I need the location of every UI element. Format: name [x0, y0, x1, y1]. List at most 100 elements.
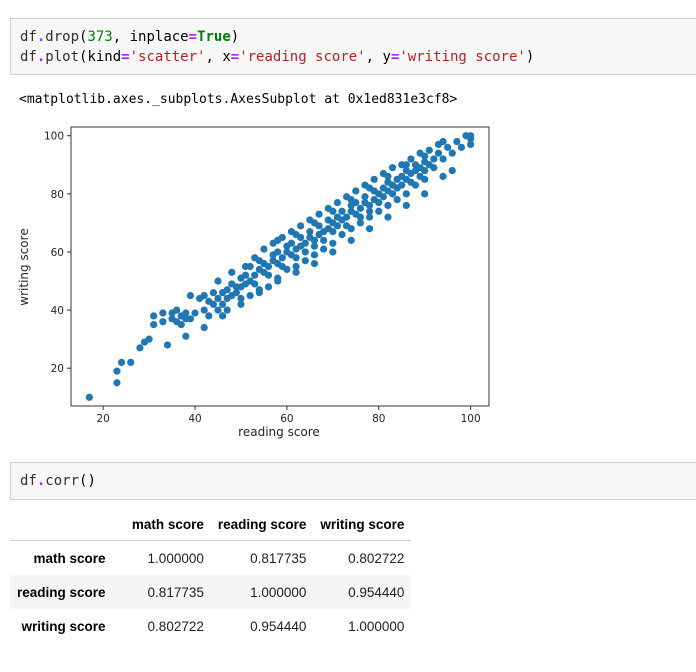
scatter-point — [329, 207, 337, 215]
scatter-point — [205, 312, 213, 320]
scatter-point — [113, 379, 121, 387]
scatter-point — [439, 172, 447, 181]
scatter-point — [182, 332, 190, 340]
table-row: writing score 0.802722 0.954440 1.000000 — [10, 609, 411, 643]
code-token: = — [230, 49, 240, 65]
table-cell: 1.000000 — [147, 550, 204, 566]
code-token: 'writing score' — [399, 49, 526, 65]
scatter-point — [439, 155, 447, 163]
scatter-point — [430, 164, 438, 172]
y-tick-label: 20 — [51, 363, 64, 375]
scatter-point — [329, 248, 337, 256]
code-token: ( — [79, 29, 88, 45]
table-header-row: math score reading score writing score — [10, 508, 412, 541]
scatter-point — [173, 306, 181, 314]
scatter-point — [251, 254, 259, 262]
scatter-point — [347, 196, 355, 204]
scatter-point — [292, 230, 300, 239]
correlation-table: math score reading score writing score m… — [10, 508, 412, 643]
scatter-point — [287, 239, 296, 247]
scatter-point — [448, 166, 456, 175]
scatter-point — [329, 239, 337, 247]
cell-output-text: <matplotlib.axes._subplots.AxesSubplot a… — [19, 92, 458, 107]
code-token: df — [20, 29, 37, 45]
scatter-point — [251, 280, 259, 288]
scatter-point — [292, 268, 300, 276]
code-token: True — [197, 29, 231, 45]
code-token: = — [188, 29, 198, 45]
code-token: ) — [525, 49, 535, 65]
scatter-point — [384, 201, 392, 210]
code-token: ) — [230, 29, 240, 45]
scatter-point — [320, 245, 328, 253]
y-tick-label: 100 — [44, 131, 64, 143]
scatter-point — [338, 230, 346, 239]
scatter-point — [306, 228, 314, 236]
scatter-point — [292, 254, 300, 262]
code-token: inplace — [129, 29, 189, 45]
scatter-point — [214, 294, 222, 303]
table-cell: 0.817735 — [147, 584, 204, 600]
row-label: reading score — [17, 584, 106, 600]
scatter-point — [214, 306, 222, 314]
scatter-point — [444, 143, 452, 151]
scatter-point — [379, 193, 387, 201]
scatter-point — [223, 286, 231, 294]
scatter-point — [393, 196, 401, 204]
code-cell-corr[interactable]: df.corr() — [10, 462, 696, 500]
scatter-point — [347, 236, 355, 244]
scatter-point — [421, 152, 429, 160]
scatter-point — [283, 265, 291, 274]
scatter-point — [329, 228, 337, 236]
code-token: , — [205, 49, 223, 65]
scatter-point — [209, 289, 217, 297]
scatter-point — [251, 271, 259, 279]
y-axis-label: writing score — [17, 228, 31, 305]
scatter-point — [310, 242, 319, 250]
scatter-point — [388, 190, 397, 198]
table-cell: 0.954440 — [250, 618, 307, 634]
scatter-point — [310, 259, 319, 268]
x-tick-label: 60 — [280, 413, 293, 425]
scatter-point — [127, 358, 135, 367]
scatter-point — [150, 321, 158, 329]
code-line-corr: df.corr() — [20, 473, 96, 489]
scatter-point — [467, 132, 475, 140]
scatter-point — [117, 358, 126, 367]
scatter-point — [402, 190, 410, 198]
scatter-point — [439, 137, 447, 146]
scatter-point — [85, 393, 93, 401]
scatter-point — [310, 251, 319, 259]
scatter-point — [365, 184, 374, 192]
scatter-point — [301, 257, 309, 265]
scatter-point — [365, 213, 374, 221]
code-token: , — [365, 49, 383, 65]
scatter-point — [365, 207, 374, 215]
column-header: writing score — [313, 508, 412, 541]
column-header: reading score — [210, 508, 314, 541]
row-label: math score — [33, 550, 106, 566]
code-line-drop: df.drop(373, inplace=True) — [20, 29, 239, 45]
code-token: = — [121, 49, 130, 65]
code-token: () — [79, 473, 96, 489]
scatter-point — [209, 300, 217, 308]
scatter-point — [264, 271, 273, 279]
scatter-point — [333, 198, 342, 207]
scatter-point — [274, 248, 282, 256]
scatter-point — [292, 262, 300, 271]
scatter-point — [430, 155, 438, 163]
scatter-point — [365, 201, 374, 210]
table-cell: 1.000000 — [250, 584, 307, 600]
scatter-point — [255, 289, 263, 297]
scatter-point — [398, 181, 406, 189]
table-cell: 0.802722 — [348, 550, 405, 566]
scatter-point — [407, 155, 415, 163]
scatter-point — [320, 236, 328, 244]
code-cell-drop-plot[interactable]: df.drop(373, inplace=True) df.plot(kind=… — [10, 18, 696, 75]
table-row: reading score 0.817735 1.000000 0.954440 — [10, 575, 412, 609]
scatter-points — [85, 132, 475, 401]
scatter-point — [177, 321, 185, 329]
scatter-point — [347, 225, 355, 233]
scatter-point — [113, 367, 121, 375]
table-cell: 0.802722 — [147, 618, 204, 634]
